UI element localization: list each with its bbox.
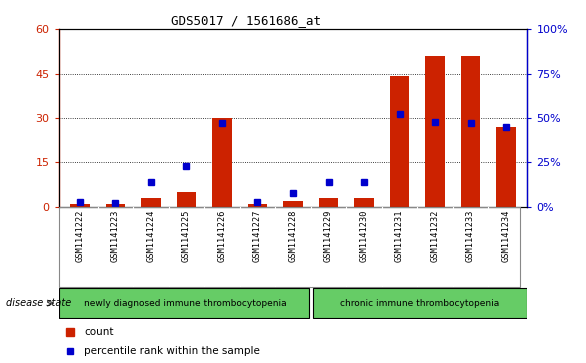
Bar — [105, 204, 125, 207]
FancyBboxPatch shape — [313, 288, 527, 318]
Text: GSM1141233: GSM1141233 — [466, 209, 475, 262]
Bar — [283, 201, 303, 207]
Text: GSM1141231: GSM1141231 — [395, 209, 404, 262]
Text: GSM1141227: GSM1141227 — [253, 209, 262, 262]
Bar — [355, 198, 374, 207]
Text: GSM1141230: GSM1141230 — [360, 209, 369, 262]
Bar — [461, 56, 481, 207]
Text: GSM1141224: GSM1141224 — [146, 209, 155, 262]
Text: chronic immune thrombocytopenia: chronic immune thrombocytopenia — [340, 299, 499, 307]
Text: count: count — [84, 327, 114, 337]
Bar — [212, 118, 231, 207]
Text: GDS5017 / 1561686_at: GDS5017 / 1561686_at — [171, 15, 321, 28]
FancyBboxPatch shape — [59, 288, 309, 318]
Text: GSM1141232: GSM1141232 — [431, 209, 440, 262]
Text: GSM1141229: GSM1141229 — [324, 209, 333, 262]
Bar — [248, 204, 267, 207]
Text: newly diagnosed immune thrombocytopenia: newly diagnosed immune thrombocytopenia — [83, 299, 286, 307]
Bar — [319, 198, 338, 207]
Text: GSM1141222: GSM1141222 — [76, 209, 84, 262]
Bar — [425, 56, 445, 207]
Bar — [177, 192, 196, 207]
Bar — [496, 127, 516, 207]
Text: GSM1141234: GSM1141234 — [502, 209, 510, 262]
Text: disease state: disease state — [6, 298, 71, 308]
Text: GSM1141225: GSM1141225 — [182, 209, 191, 262]
Text: percentile rank within the sample: percentile rank within the sample — [84, 346, 260, 356]
Text: GSM1141226: GSM1141226 — [217, 209, 226, 262]
Text: GSM1141228: GSM1141228 — [288, 209, 298, 262]
Bar — [70, 204, 90, 207]
Bar — [141, 198, 161, 207]
Text: GSM1141223: GSM1141223 — [111, 209, 120, 262]
Bar — [390, 77, 409, 207]
